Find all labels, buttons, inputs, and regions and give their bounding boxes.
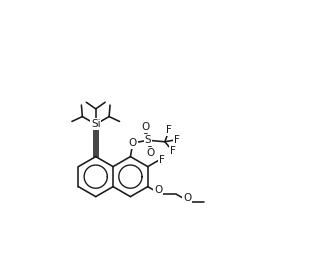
Text: Si: Si xyxy=(91,119,100,129)
Text: O: O xyxy=(154,186,162,196)
Text: F: F xyxy=(170,146,176,156)
Text: S: S xyxy=(145,135,151,145)
Text: O: O xyxy=(129,138,137,148)
Text: F: F xyxy=(166,125,172,135)
Text: F: F xyxy=(158,156,164,165)
Text: F: F xyxy=(174,135,180,145)
Text: O: O xyxy=(146,148,154,158)
Text: O: O xyxy=(183,193,191,203)
Text: O: O xyxy=(142,122,150,132)
